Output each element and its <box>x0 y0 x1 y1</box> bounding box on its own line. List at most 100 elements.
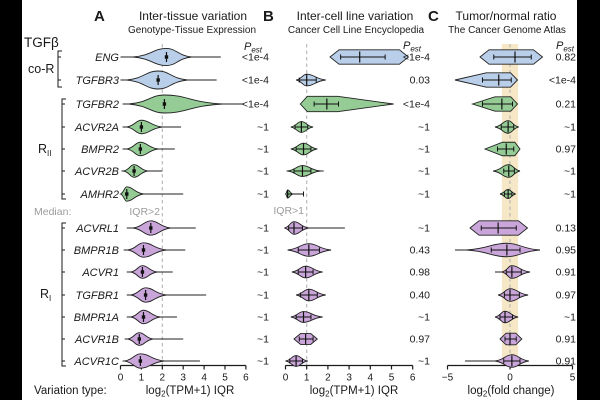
pest-value-c-acvr2b: ~1 <box>564 166 576 178</box>
panel-letter-b: B <box>263 8 274 25</box>
group-label-ri: RI <box>40 287 51 303</box>
pest-value-a-bmpr1b: ~1 <box>257 245 269 257</box>
axes-layer: 0 1 2 3 4 5 6 0 1 2 3 4 5 6 −5 0 5 <box>118 364 576 384</box>
pest-value-c-bmpr1b: 0.95 <box>556 245 577 257</box>
x-axis-title-b: log2(TPM+1) IQR <box>310 385 399 399</box>
pest-value-c-tgfbr3: <1e-4 <box>549 75 576 87</box>
axis-tick-label: 5 <box>222 373 228 384</box>
pest-header-b-sub: est <box>410 45 421 54</box>
pest-value-a-eng: <1e-4 <box>242 52 269 64</box>
pest-header-c-sub: est <box>563 45 574 54</box>
axis-tick-label: 5 <box>389 373 395 384</box>
axis-tick-label: 4 <box>201 373 207 384</box>
gene-label-amhr2: AMHR2 <box>79 189 119 201</box>
pest-value-b-acvr2a: ~1 <box>418 122 430 134</box>
violin-eng-a <box>133 47 192 67</box>
dynamic-chart-layer: 0 1 2 3 4 5 6 0 1 2 3 4 5 6 −5 0 5 ENG <1e-4 <1e-4 0.82 TGFBR… <box>57 44 577 384</box>
pest-value-b-tgfbr1: 0.40 <box>410 290 431 302</box>
violin-markers-layer <box>125 51 532 367</box>
median-row-label: Median: <box>34 206 71 218</box>
gene-label-acvr2b: ACVR2B <box>74 166 119 178</box>
pest-header-b-p: P <box>403 40 411 52</box>
x-axis-title-b-pre: log <box>310 385 325 397</box>
pest-value-c-bmpr1a: ~1 <box>564 312 576 324</box>
group-label-ri-subscript: I <box>49 294 51 303</box>
pest-value-c-acvrl1: 0.13 <box>556 223 577 235</box>
pest-value-b-acvr1: 0.98 <box>410 267 431 279</box>
gene-label-tgfbr1: TGFBR1 <box>76 290 119 302</box>
pest-value-a-tgfbr1: ~1 <box>257 290 269 302</box>
gene-label-acvrl1: ACVRL1 <box>75 223 119 235</box>
pest-header-c: Pest <box>556 40 575 54</box>
panel-letter-a: A <box>94 8 105 25</box>
x-axis-title-c: log2(fold change) <box>468 385 555 399</box>
static-labels-layer: TGFβ co-R RII RI Median: IQR>2 IQR>1 Var… <box>24 8 575 399</box>
gene-label-acvr1b: ACVR1B <box>74 334 119 346</box>
median-dot <box>141 248 146 252</box>
gene-label-acvr1: ACVR1 <box>81 267 119 279</box>
pest-value-b-bmpr2: ~1 <box>418 144 430 156</box>
gene-label-tgfbr3: TGFBR3 <box>76 75 120 87</box>
bracket-rii <box>61 98 66 200</box>
pest-value-b-acvr1b: 0.97 <box>410 334 431 346</box>
violin-acvr2a-a <box>126 119 163 135</box>
axis-tick-label: −5 <box>442 373 454 384</box>
gene-label-bmpr1b: BMPR1B <box>74 245 119 257</box>
panel-subtitle-b: Cancer Cell Line Encyclopedia <box>288 25 425 36</box>
pest-value-b-bmpr1b: 0.43 <box>410 245 431 257</box>
axis-tick-label: 3 <box>180 373 186 384</box>
x-axis-title-a-post: (TPM+1) IQR <box>166 385 235 397</box>
pest-value-a-acvr1c: ~1 <box>257 356 269 368</box>
gene-label-tgfbr2: TGFBR2 <box>76 99 119 111</box>
group-label-co-r: co-R <box>28 62 54 76</box>
pest-header-a-sub: est <box>251 46 262 55</box>
pest-value-a-acvr2a: ~1 <box>257 122 269 134</box>
median-dot <box>132 169 136 173</box>
pest-value-a-bmpr1a: ~1 <box>257 312 269 324</box>
x-axis-title-a-pre: log <box>146 385 161 397</box>
group-label-ri-text: R <box>40 287 49 301</box>
pest-value-c-acvr1: 0.91 <box>556 267 577 279</box>
pest-value-a-bmpr2: ~1 <box>257 144 269 156</box>
median-dot <box>156 78 160 82</box>
axis-tick-label: 1 <box>304 373 310 384</box>
median-dot <box>149 226 153 230</box>
median-dot <box>138 359 143 363</box>
axis-tick-label: 6 <box>243 373 249 384</box>
pest-value-c-eng: 0.82 <box>556 52 577 64</box>
median-dot <box>140 270 145 274</box>
axis-tick-label: 1 <box>139 373 145 384</box>
group-label-rii-subscript: II <box>47 149 51 158</box>
axis-tick-label: 2 <box>325 373 331 384</box>
panel-subtitle-a: Genotype-Tissue Expression <box>128 25 256 36</box>
panel-subtitle-c: The Cancer Genome Atlas <box>448 25 566 36</box>
variation-type-label: Variation type: <box>34 385 107 397</box>
pest-value-c-acvr1b: 0.91 <box>556 334 577 346</box>
violin-bmpr2-a <box>126 141 159 157</box>
pest-value-b-acvrl1: ~1 <box>418 223 430 235</box>
pest-value-a-acvrl1: ~1 <box>257 223 269 235</box>
gene-label-bmpr1a: BMPR1A <box>74 312 119 324</box>
median-dot <box>141 315 146 319</box>
median-dot <box>143 293 148 297</box>
pest-header-a: Pest <box>244 41 263 55</box>
violin-tgfbr2-a <box>128 94 223 114</box>
pest-value-c-acvr2a: ~1 <box>564 122 576 134</box>
x-axis-title-a-sub: 2 <box>161 390 166 399</box>
pest-header-c-p: P <box>556 40 564 52</box>
violin-tgfbr1-a <box>130 287 167 303</box>
pest-value-a-amhr2: ~1 <box>257 189 269 201</box>
group-label-rii-text: R <box>38 142 47 156</box>
panel-letter-c: C <box>428 8 439 25</box>
axis-tick-label: 2 <box>160 373 166 384</box>
gene-label-eng: ENG <box>95 52 119 64</box>
panel-title-a: Inter-tissue variation <box>139 9 247 23</box>
pest-value-a-acvr1: ~1 <box>257 267 269 279</box>
violin-acvr1c-a <box>124 353 165 369</box>
violin-tgfbr2-b <box>299 95 394 113</box>
panel-title-b: Inter-cell line variation <box>297 9 414 23</box>
pest-header-b: Pest <box>403 40 422 54</box>
family-label: TGFβ <box>24 35 59 50</box>
pest-value-b-amhr2: ~1 <box>418 189 430 201</box>
